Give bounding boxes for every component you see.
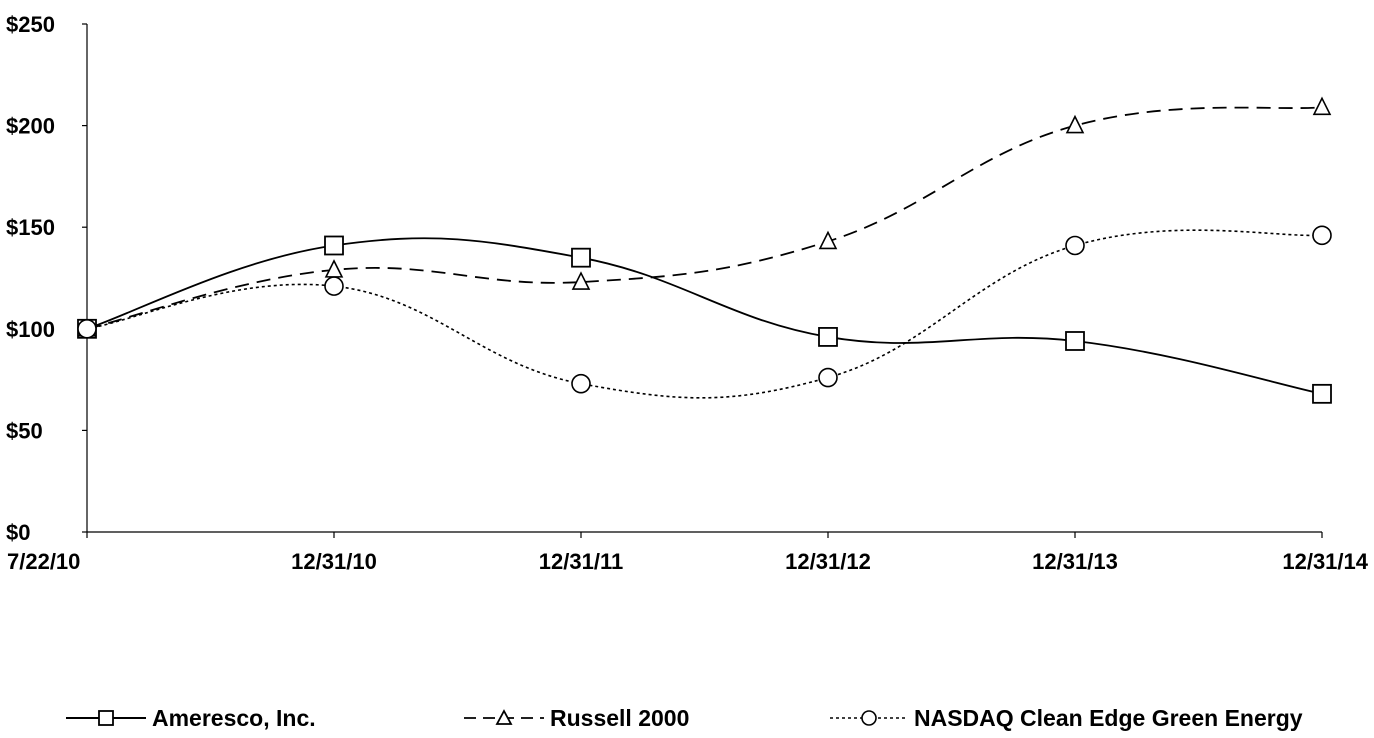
data-point-ameresco-inc xyxy=(1312,383,1332,404)
legend-item-russell: Russell 2000 xyxy=(464,700,689,736)
series-line-russell-2000 xyxy=(86,106,1323,330)
y-tick-label: $100 xyxy=(6,317,55,342)
data-point-ameresco-inc xyxy=(324,235,344,256)
legend-label: NASDAQ Clean Edge Green Energy xyxy=(914,704,1303,731)
data-point-nasdaq-clean-edge-green-energy xyxy=(571,373,591,394)
x-tick-label: 12/31/12 xyxy=(785,549,871,574)
data-point-nasdaq-clean-edge-green-energy xyxy=(324,276,344,296)
legend-swatch-nasdaq xyxy=(830,710,908,726)
x-tick-label: 12/31/11 xyxy=(539,549,623,574)
data-point-nasdaq-clean-edge-green-energy xyxy=(818,367,838,388)
data-point-russell-2000 xyxy=(818,230,838,250)
y-tick-label: $150 xyxy=(6,215,55,240)
y-tick-label: $0 xyxy=(6,520,30,545)
data-point-nasdaq-clean-edge-green-energy xyxy=(77,318,97,339)
legend-item-ameresco: Ameresco, Inc. xyxy=(66,700,316,736)
y-tick-label: $250 xyxy=(6,12,55,37)
legend-swatch-russell xyxy=(464,709,544,725)
data-point-ameresco-inc xyxy=(1065,331,1085,351)
legend: Ameresco, Inc. Russell 2000 NASDAQ Clean… xyxy=(0,700,1374,736)
y-tick-label: $200 xyxy=(6,114,55,139)
data-point-ameresco-inc xyxy=(818,327,838,347)
chart-area: $0 $50 $100 $150 $200 $250 7/22/10 12/31/10 12/3… xyxy=(6,12,1369,574)
data-point-russell-2000 xyxy=(1312,96,1332,116)
data-point-nasdaq-clean-edge-green-energy xyxy=(1065,235,1085,256)
x-tick-label: 12/31/13 xyxy=(1032,549,1118,574)
data-point-russell-2000 xyxy=(571,271,591,290)
series-line-nasdaq-clean-edge-green-energy xyxy=(86,229,1323,399)
series-line-ameresco-inc xyxy=(86,237,1323,395)
data-point-russell-2000 xyxy=(1065,114,1085,134)
legend-label: Ameresco, Inc. xyxy=(152,704,316,731)
x-tick-label: 12/31/10 xyxy=(291,549,377,574)
data-point-russell-2000 xyxy=(324,259,344,278)
y-tick-label: $50 xyxy=(6,418,43,443)
legend-item-nasdaq: NASDAQ Clean Edge Green Energy xyxy=(830,700,1303,736)
data-point-nasdaq-clean-edge-green-energy xyxy=(1312,225,1332,246)
legend-label: Russell 2000 xyxy=(550,704,690,731)
legend-swatch-ameresco xyxy=(66,710,146,726)
line-chart: $0 $50 $100 $150 $200 $250 7/22/10 12/31/10 12/3… xyxy=(6,12,1369,574)
x-tick-label: 7/22/10 xyxy=(7,549,80,574)
x-tick-label: 12/31/14 xyxy=(1282,549,1368,574)
data-point-ameresco-inc xyxy=(571,247,591,268)
